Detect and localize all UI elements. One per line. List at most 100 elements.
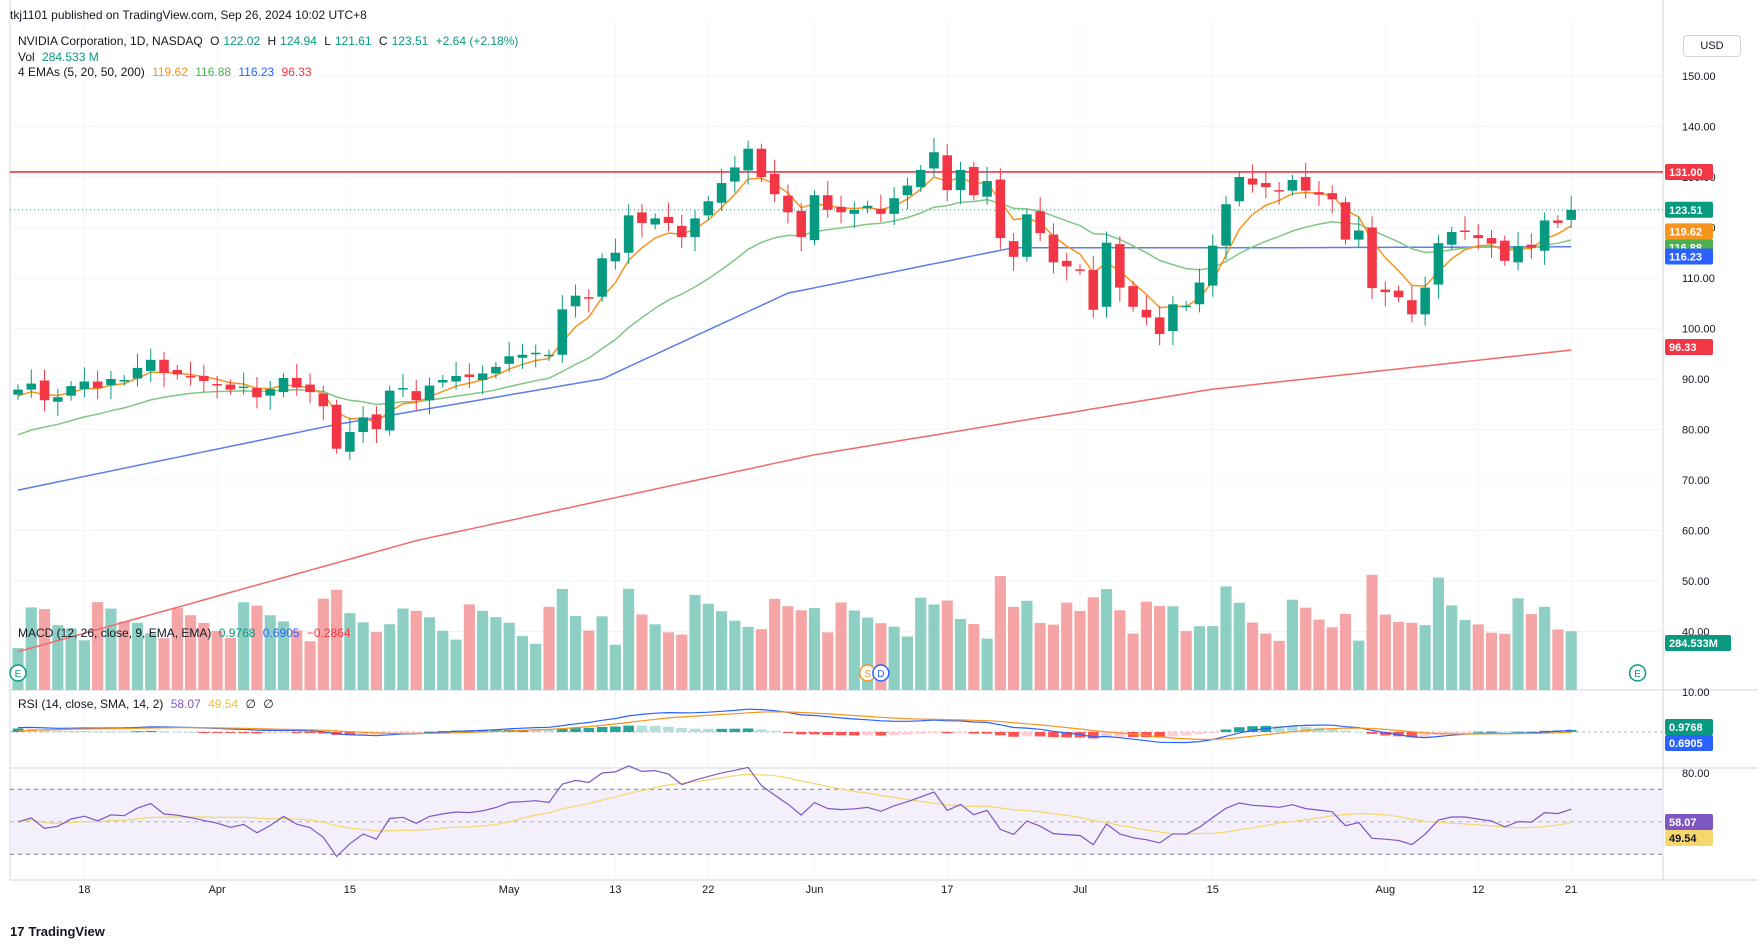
candle-body	[132, 367, 143, 379]
volume-bar	[1114, 610, 1126, 690]
price-tick-label: 100.00	[1682, 324, 1716, 336]
macd-histogram-bar	[477, 730, 488, 732]
candle	[1327, 185, 1338, 214]
candle-body	[1287, 180, 1298, 191]
volume-bar	[1326, 627, 1338, 690]
volume-bar	[609, 644, 621, 690]
volume-bar	[1008, 606, 1020, 690]
volume-bar	[1313, 619, 1325, 690]
macd-histogram-bar	[264, 732, 276, 734]
rsi-legend: RSI (14, close, SMA, 14, 2) 58.07 49.54 …	[18, 697, 278, 711]
volume-bar	[888, 626, 900, 690]
candle-body	[584, 297, 594, 299]
volume-bar	[543, 606, 555, 690]
macd-histogram-bar	[1154, 732, 1165, 738]
low-value: 121.61	[334, 34, 372, 48]
candle-body	[1566, 209, 1576, 220]
candle-body	[1473, 235, 1484, 239]
badge-text: 131.00	[1669, 167, 1703, 179]
candle-body	[265, 389, 276, 396]
candle	[1513, 232, 1523, 271]
candle	[1022, 209, 1032, 262]
ema-legend: 4 EMAs (5, 20, 50, 200) 119.62 116.88 11…	[18, 65, 316, 79]
candle	[1446, 226, 1457, 250]
volume-bar	[848, 610, 860, 690]
candle	[822, 181, 833, 218]
symbol-title[interactable]: NVIDIA Corporation, 1D, NASDAQ	[18, 34, 203, 48]
macd-histogram-bar	[1194, 732, 1205, 735]
open-value: 122.02	[223, 34, 261, 48]
volume-bar	[1406, 622, 1418, 690]
macd-histogram-bar	[424, 731, 435, 733]
volume-bar	[835, 602, 847, 690]
currency-button[interactable]: USD	[1683, 35, 1741, 57]
macd-histogram-bar	[198, 732, 210, 733]
macd-label[interactable]: MACD (12, 26, close, 9, EMA, EMA)	[18, 626, 212, 640]
ema50-line	[17, 246, 1572, 491]
volume-bar	[1273, 640, 1285, 690]
candle	[1473, 223, 1484, 250]
macd-histogram-bar	[52, 730, 64, 732]
macd-histogram-bar	[822, 732, 834, 735]
volume-bar	[370, 632, 383, 690]
macd-histogram-bar	[583, 727, 595, 732]
macd-histogram-bar	[185, 731, 196, 733]
volume-bar	[1087, 597, 1099, 690]
badge-background	[1665, 830, 1713, 846]
rsi-label[interactable]: RSI (14, close, SMA, 14, 2)	[18, 697, 164, 711]
candle	[876, 194, 886, 222]
candle	[929, 138, 939, 177]
volume-bar	[915, 597, 927, 690]
candle-body	[1526, 244, 1537, 248]
candle	[477, 365, 488, 395]
candle	[1035, 197, 1045, 242]
candle	[836, 195, 846, 224]
volume-bar	[901, 636, 914, 690]
candle	[1420, 276, 1430, 326]
candle	[557, 295, 568, 363]
macd-histogram-bar	[1167, 732, 1179, 737]
candle	[703, 196, 714, 221]
candle	[1486, 230, 1497, 258]
candle	[530, 344, 541, 368]
candle	[623, 204, 634, 264]
volume-bar	[994, 576, 1006, 690]
badge-background	[1665, 719, 1713, 735]
macd-signal-line	[17, 711, 1572, 740]
candle-body	[1048, 234, 1059, 263]
candle	[305, 373, 315, 404]
candle-body	[1460, 230, 1470, 233]
candle-body	[185, 375, 196, 378]
candle	[1261, 171, 1271, 199]
candle	[331, 399, 342, 454]
candle	[1075, 264, 1085, 275]
candle-body	[570, 295, 581, 307]
candle-body	[637, 212, 647, 223]
macd-histogram-bar	[1180, 732, 1192, 736]
macd-histogram-bar	[902, 732, 913, 735]
candle-body	[1433, 243, 1444, 285]
volume-bar	[1512, 598, 1524, 690]
ema-label[interactable]: 4 EMAs (5, 20, 50, 200)	[18, 65, 145, 79]
volume-bar	[410, 610, 422, 690]
candle-body	[1327, 193, 1338, 200]
candle	[1380, 281, 1391, 307]
volume-bar	[530, 643, 542, 690]
macd-histogram-bar	[12, 728, 24, 732]
candle	[424, 377, 435, 415]
badge-text: 116.23	[1669, 252, 1702, 264]
volume-bar	[1193, 626, 1206, 690]
candle-body	[929, 152, 939, 169]
candle	[53, 389, 63, 416]
macd-histogram-bar	[318, 732, 329, 734]
badge-background	[1665, 223, 1713, 240]
candle-body	[1194, 282, 1205, 305]
candle	[358, 406, 368, 444]
time-tick-label: Aug	[1376, 884, 1396, 896]
candle-body	[1446, 232, 1457, 245]
candle	[145, 348, 156, 383]
candle-body	[92, 381, 103, 389]
volume-label[interactable]: Vol	[18, 50, 35, 64]
volume-bar	[676, 634, 688, 690]
